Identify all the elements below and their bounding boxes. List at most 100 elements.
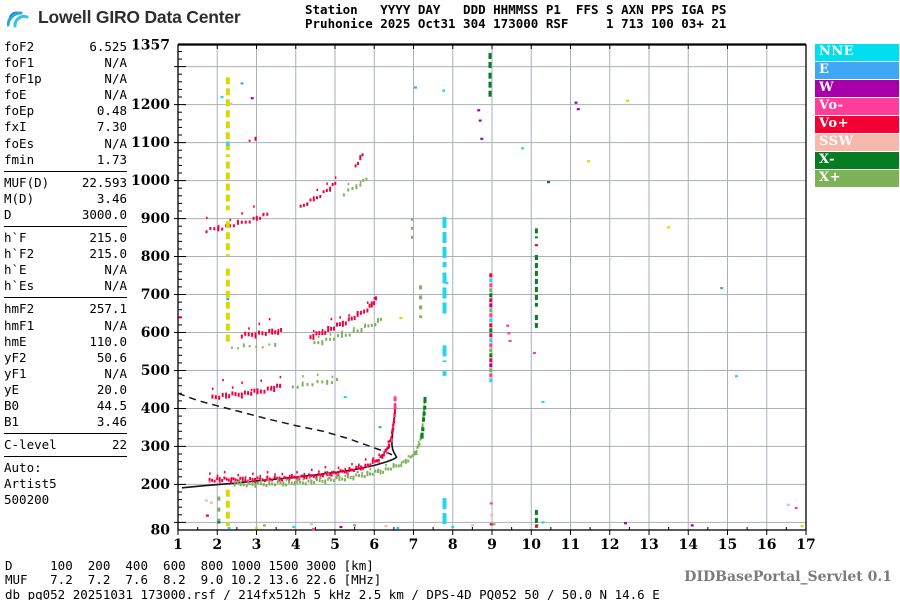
x-tick-label: 17 — [796, 537, 815, 553]
parameter-group: C-level 22 — [4, 437, 127, 458]
x-tick-label: 3 — [252, 537, 262, 553]
x-tick-label: 13 — [639, 537, 658, 553]
legend-item-Vo: Vo+ — [815, 116, 899, 133]
param-label: Artist5 — [4, 476, 57, 492]
param-row-yF1: yF1 N/A — [4, 366, 127, 382]
param-label: D — [4, 206, 12, 222]
param-value: 50.6 — [96, 349, 127, 365]
x-tick-label: 8 — [448, 537, 458, 553]
param-row-h-E: h`E N/A — [4, 262, 127, 278]
param-value: 3.46 — [96, 190, 127, 206]
param-row-fxI: fxI 7.30 — [4, 119, 127, 135]
param-row-C-level: C-level 22 — [4, 437, 127, 453]
param-row-yE: yE 20.0 — [4, 382, 127, 398]
parameter-group: MUF(D) 22.593 M(D) 3.46 D 3000.0 — [4, 174, 127, 228]
x-tick-label: 4 — [291, 537, 301, 553]
param-row-hmF2: hmF2 257.1 — [4, 301, 127, 317]
param-label: MUF(D) — [4, 174, 50, 190]
profile-dashed-line — [177, 392, 395, 457]
ionogram-columns — [217, 53, 538, 528]
ionogram-traces — [205, 136, 427, 488]
param-row-foEp: foEp 0.48 — [4, 103, 127, 119]
param-label: hmE — [4, 333, 27, 349]
param-value: N/A — [104, 317, 127, 333]
param-label: B0 — [4, 397, 20, 413]
x-tick-label: 11 — [561, 537, 580, 553]
param-label: M(D) — [4, 190, 35, 206]
param-label: h`Es — [4, 278, 35, 294]
y-tick-label: 1357 — [131, 38, 170, 54]
muf-distance-table: D 100 200 400 600 800 1000 1500 3000 [km… — [5, 558, 382, 587]
logo-text: Lowell GIRO Data Center — [38, 6, 241, 27]
param-row-foE: foE N/A — [4, 87, 127, 103]
param-value: 215.0 — [89, 230, 127, 246]
servlet-version-label: DIDBasePortal_Servlet 0.1 — [684, 569, 892, 585]
param-value: N/A — [104, 262, 127, 278]
param-row-yF2: yF2 50.6 — [4, 350, 127, 366]
y-tick-label: 500 — [141, 363, 170, 379]
param-row-h-F2: h`F2 215.0 — [4, 246, 127, 262]
y-tick-label: 400 — [141, 401, 170, 417]
param-label: h`E — [4, 262, 27, 278]
param-value: 0.48 — [96, 103, 127, 119]
legend-item-SSW: SSW — [815, 134, 899, 151]
param-row-Artist5: Artist5 — [4, 476, 127, 492]
param-value: N/A — [104, 55, 127, 71]
param-label: foF2 — [4, 39, 35, 54]
param-value: 22.593 — [81, 174, 127, 190]
y-tick-label: 1100 — [131, 135, 170, 151]
y-tick-label: 1200 — [131, 97, 170, 113]
param-value: 1.73 — [96, 151, 127, 167]
param-label: foEs — [4, 135, 35, 151]
param-label: yE — [4, 381, 20, 397]
param-label: 500200 — [4, 492, 50, 508]
x-tick-label: 7 — [409, 537, 419, 553]
parameter-group: Auto: Artist5 500200 — [4, 460, 127, 511]
parameter-group: foF2 6.525 foF1 N/A foF1p N/A foE N/A foEp 0.48 fx… — [4, 39, 127, 172]
sporadic-echo-dots — [178, 82, 804, 531]
param-label: h`F2 — [4, 246, 35, 262]
param-label: Auto: — [4, 460, 42, 476]
param-row-500200: 500200 — [4, 492, 127, 508]
x-tick-label: 12 — [600, 537, 619, 553]
param-row-Auto-: Auto: — [4, 460, 127, 476]
param-label: hmF1 — [4, 317, 35, 333]
param-row-foEs: foEs N/A — [4, 136, 127, 152]
param-value: 257.1 — [89, 301, 127, 317]
y-tick-label: 80 — [151, 523, 171, 539]
echo-type-legend: NNE E W Vo- Vo+ SSW X- X+ — [815, 44, 899, 188]
x-tick-label: 9 — [487, 537, 497, 553]
param-label: fxI — [4, 119, 27, 135]
station-header-line1: Station YYYY DAY DDD HHMMSS P1 FFS S AXN… — [305, 2, 727, 17]
param-row-h-F: h`F 215.0 — [4, 230, 127, 246]
param-value: 7.30 — [96, 119, 127, 135]
x-tick-label: 15 — [718, 537, 737, 553]
param-value: N/A — [104, 87, 127, 103]
y-tick-label: 300 — [141, 439, 170, 455]
param-value: N/A — [104, 71, 127, 87]
param-row-foF2: foF2 6.525 — [4, 39, 127, 55]
param-label: foF1 — [4, 55, 35, 71]
param-label: foE — [4, 87, 27, 103]
giro-wave-icon — [7, 11, 29, 28]
param-row-M-D-: M(D) 3.46 — [4, 191, 127, 207]
y-tick-label: 1000 — [131, 173, 170, 189]
param-label: foF1p — [4, 71, 42, 87]
station-header-line2: Pruhonice 2025 Oct31 304 173000 RSF 1 71… — [305, 15, 727, 31]
param-value: 44.5 — [96, 397, 127, 413]
x-tick-label: 5 — [330, 537, 340, 553]
param-row-fmin: fmin 1.73 — [4, 152, 127, 168]
param-label: C-level — [4, 437, 57, 453]
param-value: 3000.0 — [81, 206, 127, 222]
legend-item-X: X+ — [815, 170, 899, 187]
x-tick-label: 16 — [757, 537, 776, 553]
parameter-group: h`F 215.0 h`F2 215.0 h`E N/A h`Es N/A — [4, 230, 127, 299]
status-line: db pq052 20251031 173000.rsf / 214fx512h… — [5, 587, 660, 600]
parameter-panel: foF2 6.525 foF1 N/A foF1p N/A foE N/A foEp 0.48 fx… — [4, 39, 127, 515]
ionogram-grid — [178, 45, 806, 530]
y-tick-label: 200 — [141, 477, 170, 493]
param-value: 6.525 — [89, 39, 127, 54]
x-tick-label: 2 — [212, 537, 222, 553]
